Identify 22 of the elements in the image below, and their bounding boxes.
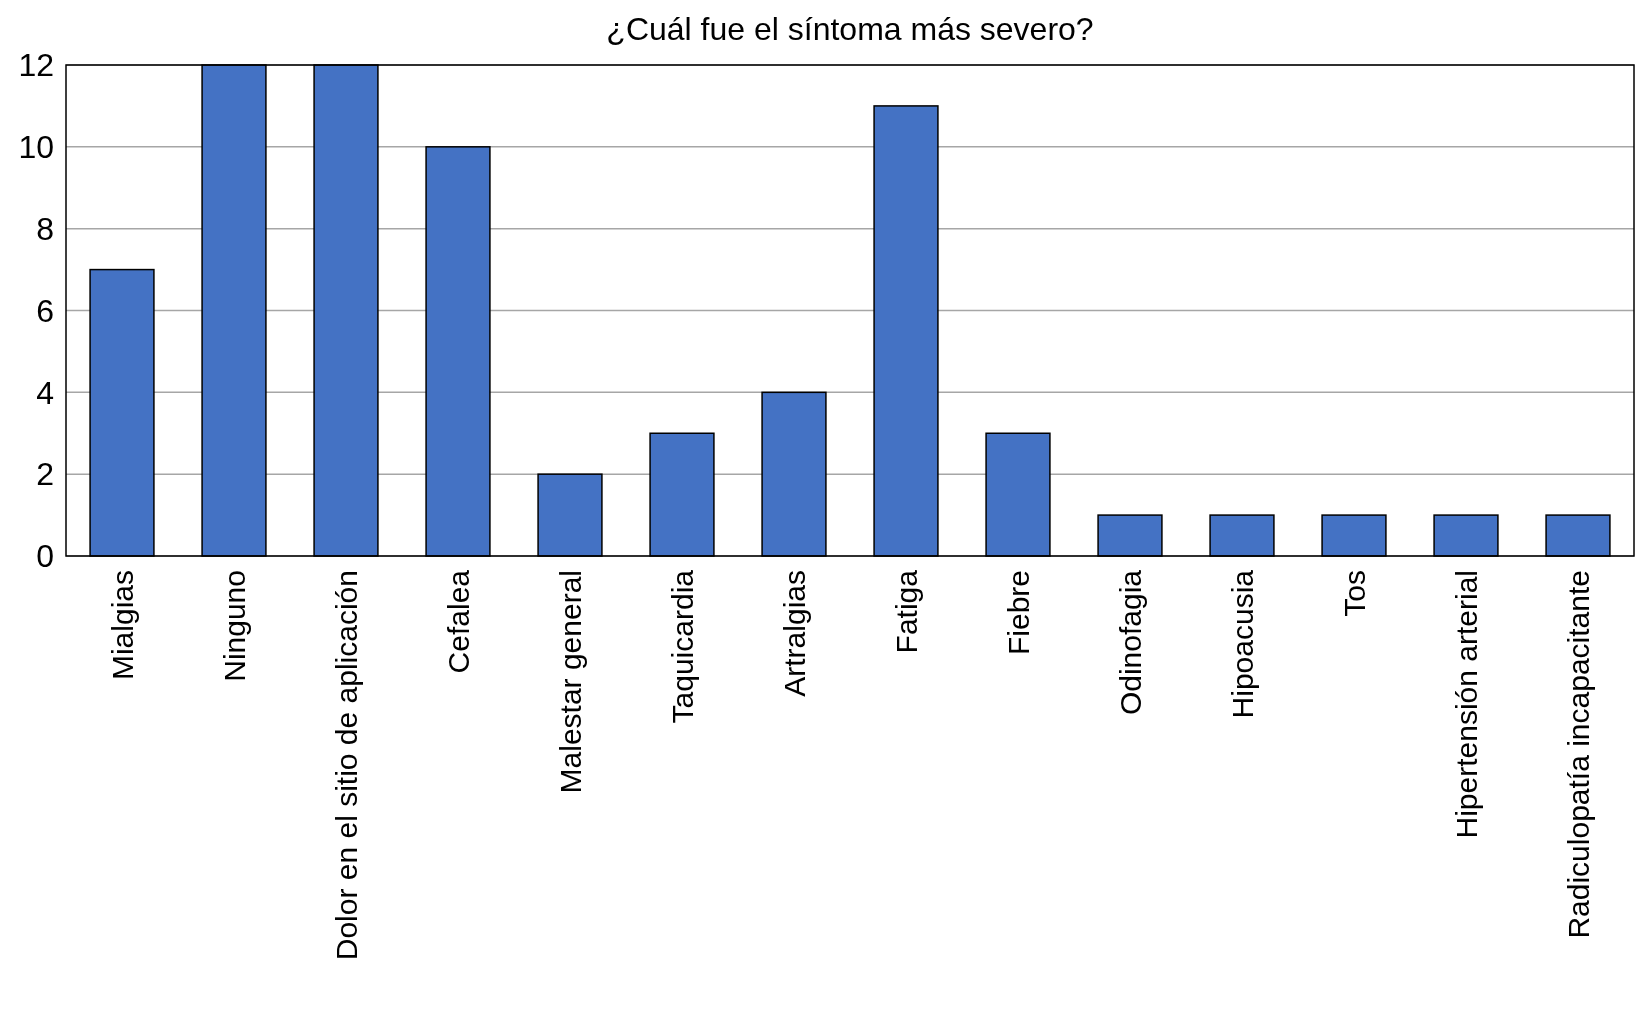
x-tick-label: Tos — [1337, 570, 1371, 617]
x-tick-label: Hipoacusia — [1225, 569, 1259, 719]
x-tick-label: Malestar general — [553, 570, 587, 794]
x-tick-label: Fatiga — [889, 569, 923, 654]
chart-title: ¿Cuál fue el síntoma más severo? — [606, 11, 1094, 47]
x-tick-label: Taquicardia — [665, 569, 699, 724]
y-tick-label: 12 — [18, 47, 54, 84]
x-tick-label: Artralgias — [777, 570, 811, 697]
y-tick-label: 0 — [36, 538, 54, 575]
x-tick-label: Mialgias — [105, 570, 139, 681]
x-tick-label: Cefalea — [441, 569, 475, 674]
x-tick-label: Ninguno — [217, 570, 251, 682]
y-tick-label: 10 — [18, 129, 54, 166]
y-tick-label: 6 — [36, 292, 54, 329]
x-tick-label: Radiculopatía incapacitante — [1561, 570, 1595, 939]
y-tick-label: 2 — [36, 456, 54, 493]
x-tick-label: Hipertensión arterial — [1449, 570, 1483, 839]
y-tick-label: 8 — [36, 210, 54, 247]
x-tick-label: Fiebre — [1001, 570, 1035, 656]
x-tick-label: Dolor en el sitio de aplicación — [329, 570, 363, 961]
y-tick-label: 4 — [36, 374, 54, 411]
x-tick-label: Odinofagia — [1113, 569, 1147, 716]
